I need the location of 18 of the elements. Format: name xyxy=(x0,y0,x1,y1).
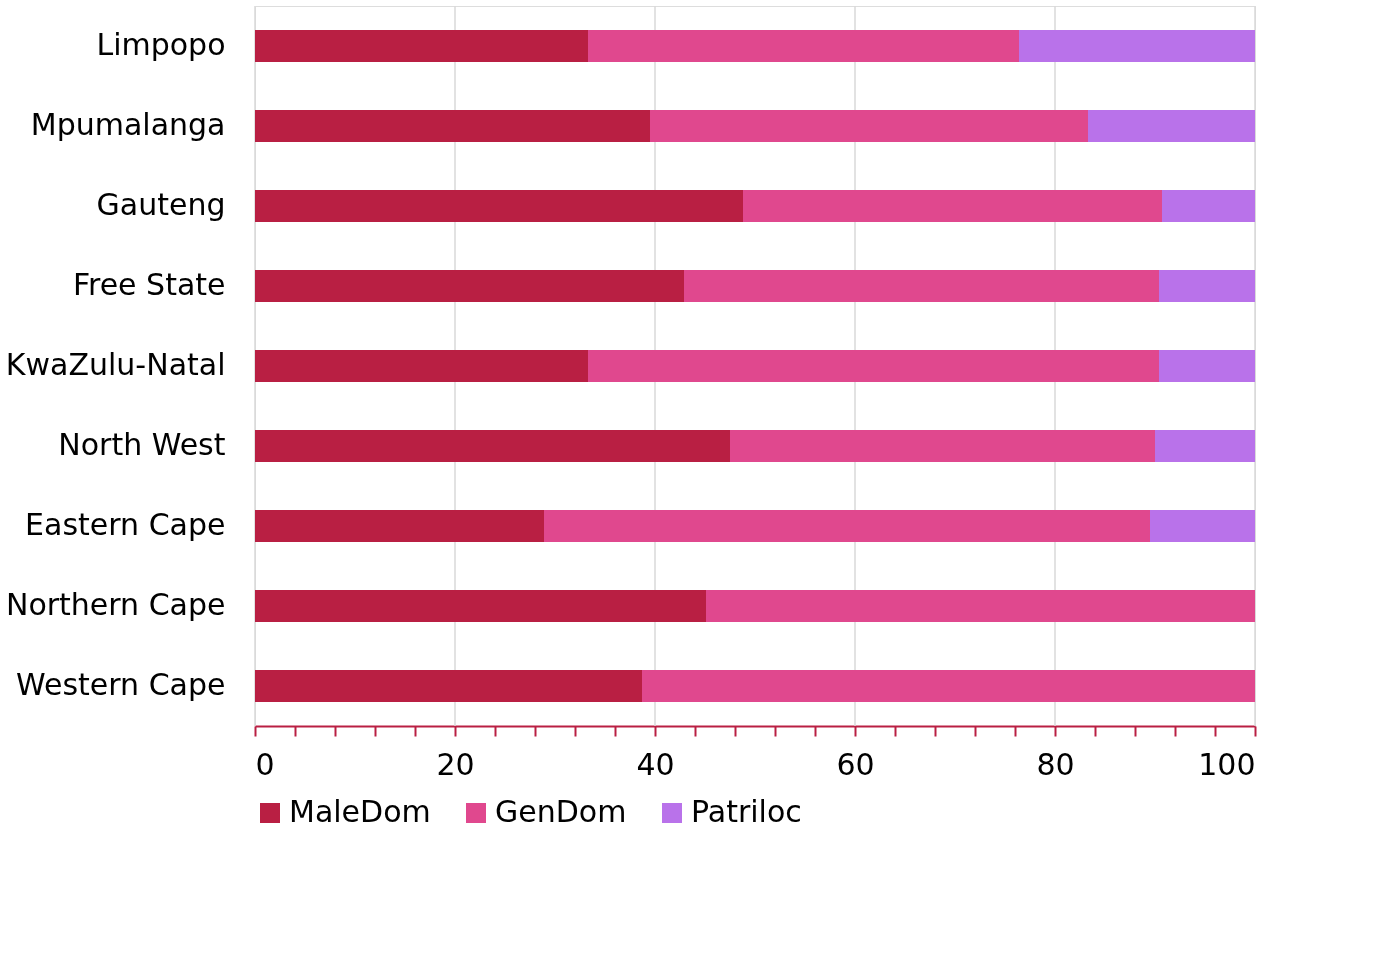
x-tick-label: 80 xyxy=(1036,746,1075,782)
x-tick-label: 60 xyxy=(836,746,875,782)
y-tick-label: Eastern Cape xyxy=(25,507,226,542)
x-tick-label: 40 xyxy=(636,746,675,782)
y-tick-label: Gauteng xyxy=(96,187,226,222)
y-tick-label: Limpopo xyxy=(96,27,226,62)
legend-label: Patriloc xyxy=(691,794,802,829)
y-tick-label: Mpumalanga xyxy=(30,107,226,142)
y-tick-label: North West xyxy=(58,427,226,462)
legend-label: MaleDom xyxy=(289,794,431,829)
x-tick-label: 0 xyxy=(255,746,275,782)
x-tick-label: 20 xyxy=(436,746,475,782)
x-tick-label: 100 xyxy=(1198,746,1256,782)
y-tick-label: Free State xyxy=(72,267,226,302)
legend-label: GenDom xyxy=(495,794,627,829)
y-tick-label: Western Cape xyxy=(16,667,226,702)
y-tick-label: Northern Cape xyxy=(5,587,226,622)
y-tick-label: KwaZulu-Natal xyxy=(5,347,226,382)
